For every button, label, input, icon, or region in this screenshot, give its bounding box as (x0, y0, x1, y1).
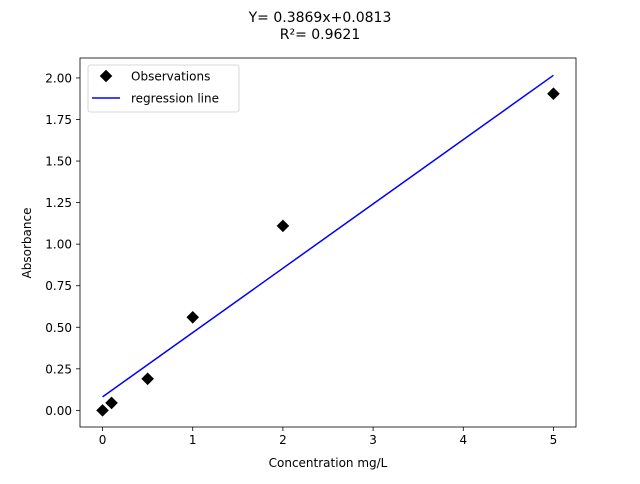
observation-point (276, 219, 290, 233)
observation-point (186, 310, 200, 324)
y-tick-label: 0.50 (45, 321, 72, 335)
x-tick-label: 2 (279, 433, 287, 447)
chart-title-line-1: Y= 0.3869x+0.0813 (248, 10, 392, 26)
y-tick-label: 1.00 (45, 238, 72, 252)
plot-area (96, 74, 560, 417)
y-tick-label: 1.50 (45, 155, 72, 169)
x-axis-label: Concentration mg/L (269, 456, 388, 470)
axes-frame (79, 57, 577, 428)
observation-point (105, 396, 118, 410)
chart-title-line-2: R²= 0.9621 (280, 27, 361, 43)
y-tick-label: 1.25 (45, 196, 72, 210)
legend-label-observations: Observations (131, 70, 210, 84)
observation-point (96, 404, 109, 417)
observation-point (547, 87, 560, 101)
regression-line (102, 74, 554, 398)
y-tick-label: 1.75 (45, 113, 72, 127)
y-tick-label: 0.00 (45, 404, 72, 418)
y-tick-label: 2.00 (45, 71, 72, 85)
axes: 0 1 2 3 4 5 0.00 0.25 0.50 0.75 1.00 1.25 1.50 1.75 2.… (45, 57, 577, 447)
legend-label-regression: regression line (131, 92, 219, 106)
x-tick-label: 1 (189, 433, 197, 447)
legend-box (87, 64, 240, 113)
legend-marker-observations (99, 69, 113, 83)
x-tick-label: 4 (459, 433, 467, 447)
observation-point (141, 372, 154, 386)
y-tick-label: 0.25 (45, 362, 72, 376)
x-tick-label: 5 (550, 433, 558, 447)
y-tick-label: 0.75 (45, 279, 72, 293)
x-tick-label: 0 (99, 433, 107, 447)
y-axis-label: Absorbance (20, 208, 34, 279)
x-tick-label: 3 (369, 433, 377, 447)
legend: Observations regression line (87, 64, 240, 113)
